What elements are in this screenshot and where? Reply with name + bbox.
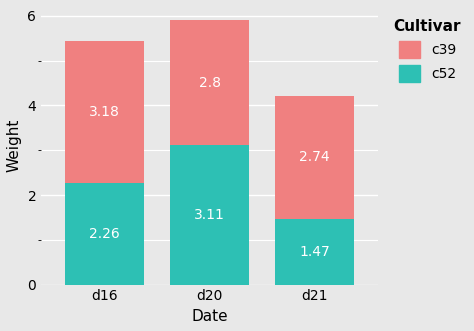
Bar	[275, 96, 354, 219]
Bar	[65, 183, 144, 285]
Legend: c39, c52: c39, c52	[388, 14, 467, 88]
Y-axis label: Weight: Weight	[7, 119, 22, 172]
Text: 2.74: 2.74	[300, 150, 330, 165]
Text: 1.47: 1.47	[300, 245, 330, 259]
Text: 3.18: 3.18	[89, 105, 120, 119]
Bar	[65, 41, 144, 183]
Bar	[170, 145, 249, 285]
Text: 2.8: 2.8	[199, 76, 220, 90]
Bar	[170, 20, 249, 145]
Text: 2.26: 2.26	[89, 227, 120, 241]
X-axis label: Date: Date	[191, 309, 228, 324]
Text: 3.11: 3.11	[194, 208, 225, 222]
Bar	[275, 219, 354, 285]
